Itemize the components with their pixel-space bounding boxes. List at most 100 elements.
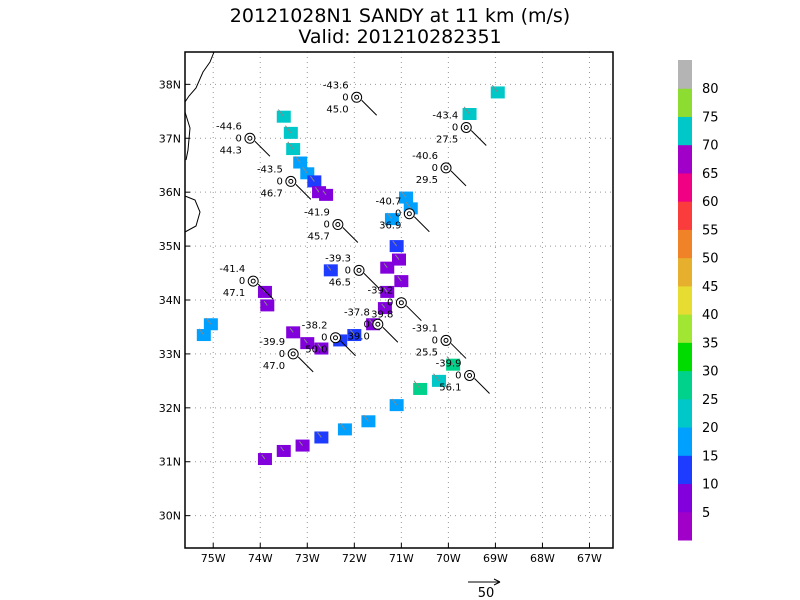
wind-vector [363,414,369,422]
station-marker [372,318,384,330]
station-temp-label: -41.9 [304,208,330,219]
wind-barb [297,356,314,373]
colorbar-swatch [678,314,692,343]
chart-subtitle: Valid: 201210282351 [298,26,501,48]
wind-vector [317,431,322,438]
colorbar-swatch [678,342,692,372]
colorbar-swatch [678,172,692,202]
wind-vector [391,398,398,406]
wind-vector [322,190,327,196]
station-temp-label: -40.6 [412,151,438,162]
station-zero-label: 0 [342,92,348,103]
colorbar-label: 50 [702,252,719,267]
station-marker [351,91,363,103]
wind-barb [474,378,490,394]
wind-vector [287,141,294,150]
wind-vector [383,263,388,268]
wind-vector [350,329,355,336]
station-marker [353,264,365,276]
wind-observations [196,84,505,466]
station-zero-label: 0 [452,122,458,133]
station-speed-label: 39.8 [371,310,393,321]
wind-barb [382,326,399,343]
station-zero-label: 0 [395,209,401,220]
reference-vector: 50 [468,578,501,600]
station-marker-inner [443,165,449,171]
coastline-segment [184,51,215,103]
y-tick-label: 33N [159,348,181,361]
x-tick-label: 68W [530,552,555,565]
station-marker [287,348,299,360]
wind-barb [254,140,271,157]
coastline [184,51,215,233]
y-tick-label: 31N [159,456,181,469]
station-marker [440,162,452,174]
station-marker [440,334,452,346]
y-tick-label: 32N [159,402,181,415]
station-marker [464,369,476,381]
station-marker-inner [335,222,341,228]
station-zero-label: 0 [276,176,282,187]
station-speed-label: 46.5 [329,277,351,288]
wind-barb [405,305,422,322]
station-zero-label: 0 [321,333,327,344]
station-temp-label: -44.6 [216,121,242,132]
wind-barb [363,272,380,289]
wind-barb [361,99,378,116]
reference-arrowhead [493,578,501,586]
y-tick-label: 35N [159,240,181,253]
station-speed-label: 25.5 [416,347,438,358]
wind-vector [339,422,346,430]
station-zero-label: 0 [345,265,351,276]
axis-ticks: 75W 74W 73W 72W 71W 70W 69W 68W 67W 30N 31N 32N 33N 3… [159,78,602,565]
x-tick-label: 70W [436,552,461,565]
station-zero-label: 0 [432,163,438,174]
station-marker [460,121,472,133]
colorbar-swatch [678,144,692,174]
wind-barb [295,184,312,200]
colorbar-label: 15 [702,449,719,464]
wind-vector [310,175,315,182]
wind-vector [326,264,332,271]
station-marker-inner [354,94,360,100]
wind-vector [295,156,301,163]
x-tick-label: 69W [483,552,508,565]
wind-vector [280,446,285,452]
colorbar-label: 70 [702,139,719,154]
wind-vector [303,338,308,344]
station-zero-label: 0 [279,349,285,360]
station-temp-label: -39.2 [367,286,393,297]
station-temp-label: -40.7 [375,197,401,208]
station-marker [395,297,407,309]
station-marker [285,175,297,187]
station-marker [247,275,259,287]
colorbar-label: 35 [702,336,719,351]
station-temp-label: -43.6 [323,80,349,91]
wind-vector [386,212,393,220]
x-tick-label: 73W [295,552,320,565]
station-zero-label: 0 [323,220,329,231]
colorbar-swatch [678,201,692,230]
x-tick-label: 74W [248,552,273,565]
wind-vector [463,106,470,115]
station-marker [244,132,256,144]
station-marker-inner [398,300,404,306]
wind-vector [433,373,440,382]
x-tick-label: 67W [577,552,602,565]
station-marker-inner [290,351,296,357]
colorbar-label: 55 [702,223,719,238]
colorbar-swatch [678,229,692,259]
wind-barb [450,343,467,359]
wind-barb [413,216,430,233]
colorbar-swatch [678,511,692,541]
station-temp-label: -41.4 [219,264,245,275]
station-marker-inner [356,267,362,273]
wind-barb [342,227,359,243]
x-tick-label: 71W [389,552,414,565]
wind-vector [261,454,266,460]
wind-vector [285,125,292,134]
station-marker-inner [406,211,412,217]
colorbar-label: 65 [702,167,719,182]
station-temp-label: -43.4 [432,110,458,121]
